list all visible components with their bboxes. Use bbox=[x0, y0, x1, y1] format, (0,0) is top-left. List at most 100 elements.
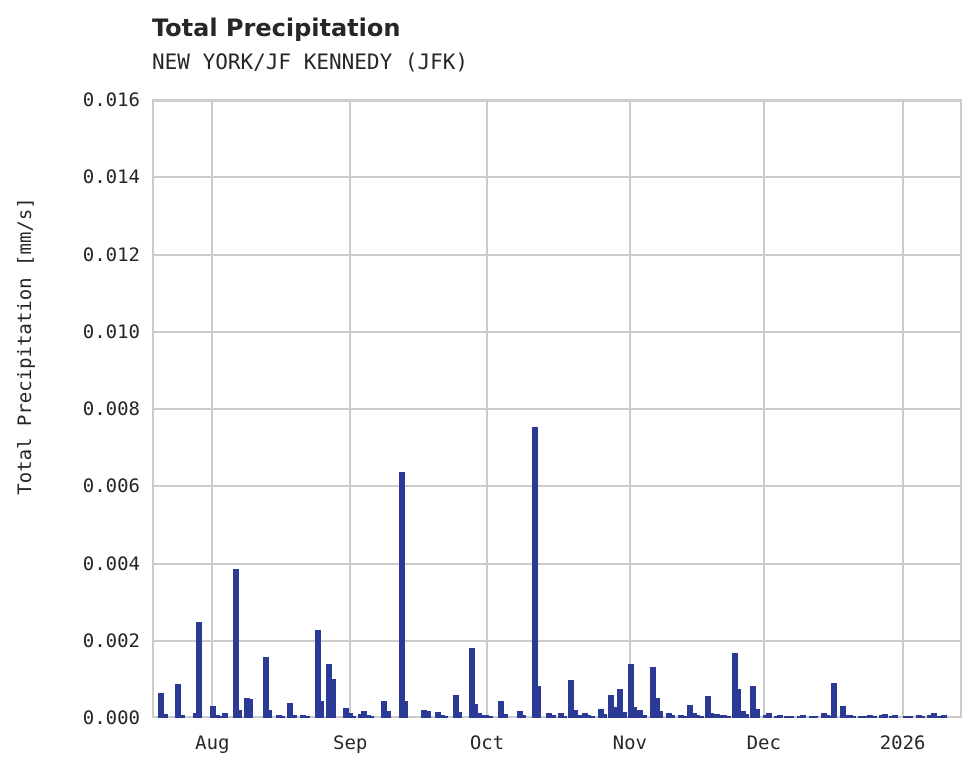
bar bbox=[827, 716, 834, 718]
y-tick-label: 0.000 bbox=[82, 707, 140, 729]
gridline-horizontal bbox=[152, 253, 962, 256]
x-tick-label: Sep bbox=[333, 732, 368, 754]
bar bbox=[498, 701, 505, 718]
bar bbox=[694, 714, 701, 718]
bar bbox=[721, 714, 728, 718]
gridline-horizontal bbox=[152, 330, 962, 333]
bar bbox=[839, 706, 846, 718]
x-tick-label: Dec bbox=[746, 732, 781, 754]
bar bbox=[557, 712, 564, 718]
bar bbox=[627, 664, 634, 718]
bar bbox=[214, 714, 221, 718]
bar bbox=[402, 700, 409, 718]
bar bbox=[479, 715, 486, 718]
bar bbox=[831, 682, 838, 718]
bar bbox=[501, 713, 508, 718]
bar bbox=[161, 714, 168, 718]
bar bbox=[368, 715, 375, 718]
bar bbox=[442, 715, 449, 718]
bar bbox=[578, 715, 585, 718]
bar bbox=[608, 695, 615, 718]
gridline-horizontal bbox=[152, 562, 962, 565]
bar bbox=[346, 713, 353, 718]
bar bbox=[941, 714, 948, 718]
gridline-horizontal bbox=[152, 639, 962, 642]
bar bbox=[561, 716, 568, 718]
bar bbox=[244, 697, 250, 718]
gridline-vertical bbox=[349, 100, 352, 718]
bar bbox=[777, 715, 784, 718]
bar bbox=[588, 716, 595, 718]
bar bbox=[878, 714, 885, 718]
bar bbox=[714, 713, 721, 718]
bar bbox=[435, 712, 442, 718]
bar bbox=[318, 701, 325, 718]
bar bbox=[787, 715, 794, 718]
bar bbox=[653, 698, 660, 718]
gridline-horizontal bbox=[152, 408, 962, 410]
bar bbox=[762, 714, 769, 718]
gridline-vertical bbox=[901, 100, 904, 718]
gridline-vertical bbox=[628, 100, 631, 718]
gridline-horizontal bbox=[152, 99, 962, 101]
bar bbox=[326, 664, 333, 718]
bar bbox=[585, 714, 592, 718]
bar bbox=[927, 715, 934, 718]
bar bbox=[535, 686, 542, 718]
bar bbox=[549, 714, 556, 718]
bar bbox=[708, 712, 715, 718]
bar bbox=[861, 715, 868, 718]
bar bbox=[888, 716, 895, 718]
gridline-vertical bbox=[762, 100, 765, 718]
bar bbox=[750, 686, 757, 718]
bar bbox=[812, 716, 819, 718]
bar bbox=[218, 716, 225, 718]
bar bbox=[690, 713, 697, 718]
x-tick-label: Oct bbox=[469, 732, 505, 754]
bar bbox=[266, 710, 273, 718]
bar bbox=[262, 656, 269, 718]
bar bbox=[247, 699, 254, 718]
bar bbox=[236, 709, 243, 718]
chart-title: Total Precipitation bbox=[152, 14, 401, 42]
bar bbox=[846, 714, 853, 718]
bar bbox=[520, 714, 527, 718]
bar bbox=[882, 713, 889, 718]
bar bbox=[275, 714, 282, 718]
bar bbox=[601, 714, 608, 718]
bar bbox=[796, 716, 803, 718]
bar bbox=[698, 716, 705, 718]
bar bbox=[290, 714, 297, 718]
gridline-horizontal bbox=[152, 485, 962, 488]
bar bbox=[717, 715, 724, 718]
bar bbox=[350, 716, 357, 718]
bar bbox=[357, 713, 364, 718]
bar bbox=[784, 716, 791, 718]
bar bbox=[546, 712, 553, 718]
bar bbox=[892, 715, 899, 718]
bar bbox=[620, 711, 627, 718]
bar bbox=[824, 714, 831, 718]
bar bbox=[919, 716, 926, 718]
bar bbox=[657, 711, 664, 718]
bar bbox=[452, 695, 459, 718]
bar bbox=[931, 713, 938, 718]
bar bbox=[681, 716, 688, 718]
bar bbox=[196, 622, 203, 718]
bar bbox=[915, 714, 922, 718]
bar bbox=[650, 667, 657, 718]
bar bbox=[468, 648, 475, 718]
bar bbox=[735, 688, 742, 718]
bar bbox=[867, 714, 874, 718]
bar bbox=[174, 683, 181, 718]
bar bbox=[364, 714, 371, 718]
bar bbox=[475, 713, 482, 718]
bar bbox=[677, 714, 684, 718]
bar bbox=[193, 713, 200, 718]
x-tick-label: 2026 bbox=[879, 732, 926, 754]
bar bbox=[581, 713, 588, 718]
y-tick-label: 0.016 bbox=[82, 89, 140, 111]
bar bbox=[329, 679, 336, 718]
bar bbox=[858, 716, 865, 718]
bar bbox=[232, 568, 239, 718]
